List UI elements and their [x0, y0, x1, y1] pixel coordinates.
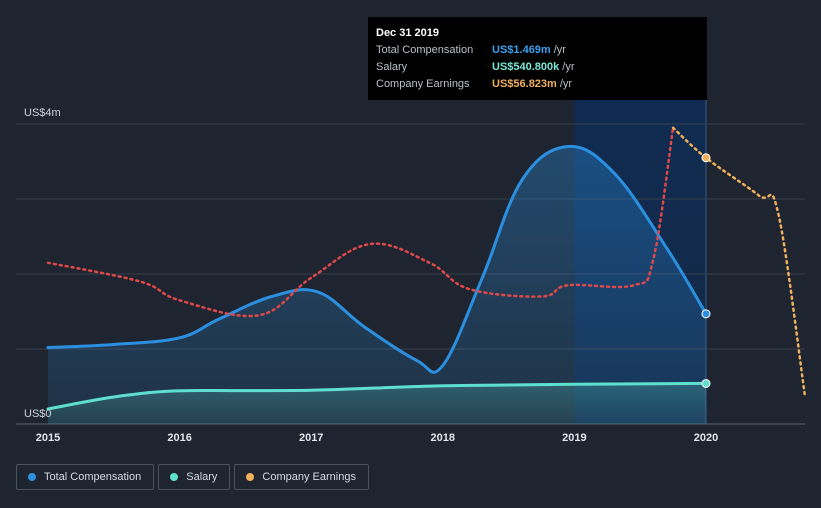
tooltip-value: US$1.469m: [492, 44, 551, 56]
x-tick-label: 2020: [694, 432, 718, 444]
series-line-total-compensation: [46, 144, 708, 374]
legend-label: Company Earnings: [262, 471, 356, 483]
legend-item-company-earnings[interactable]: Company Earnings: [234, 464, 369, 490]
tooltip-unit: /yr: [553, 44, 566, 56]
x-tick-label: 2018: [431, 432, 455, 444]
x-tick-label: 2019: [562, 432, 586, 444]
x-tick-label: 2015: [36, 432, 60, 444]
legend-dot-icon: [28, 473, 36, 481]
x-tick-label: 2017: [299, 432, 323, 444]
legend-label: Salary: [186, 471, 218, 483]
chart-tooltip: Dec 31 2019 Total Compensation US$1.469m…: [368, 17, 707, 100]
tooltip-row-total-compensation: Total Compensation US$1.469m /yr: [376, 42, 699, 59]
series-area-total-compensation: [48, 146, 706, 424]
series-area-salary: [48, 383, 706, 424]
series-point-salary: [701, 378, 711, 388]
tooltip-value: US$56.823m: [492, 78, 557, 90]
tooltip-label: Company Earnings: [376, 78, 470, 90]
series-line-company-earnings-segment: [46, 126, 675, 318]
tooltip-label: Salary: [376, 61, 408, 73]
tooltip-value: US$540.800k: [492, 61, 560, 73]
tooltip-unit: /yr: [562, 61, 575, 73]
y-tick-label: US$4m: [24, 107, 61, 119]
series-line-salary: [46, 381, 708, 411]
legend-item-salary[interactable]: Salary: [158, 464, 231, 490]
tooltip-row-company-earnings: Company Earnings US$56.823m /yr: [376, 76, 699, 93]
tooltip-row-salary: Salary US$540.800k /yr: [376, 59, 699, 76]
legend-dot-icon: [246, 473, 255, 481]
series-line-company-earnings-segment: [671, 126, 806, 396]
legend-label: Total Compensation: [44, 471, 142, 483]
legend-item-total-compensation[interactable]: Total Compensation: [16, 464, 155, 490]
y-tick-label: US$0: [24, 408, 52, 420]
x-tick-label: 2016: [167, 432, 191, 444]
series-point-total-compensation: [701, 309, 711, 319]
tooltip-date: Dec 31 2019: [376, 27, 439, 39]
chart-legend: Total Compensation Salary Company Earnin…: [16, 464, 369, 490]
tooltip-label: Total Compensation: [376, 44, 474, 56]
series-point-company-earnings: [701, 153, 711, 163]
tooltip-unit: /yr: [559, 78, 573, 90]
legend-dot-icon: [170, 473, 179, 481]
